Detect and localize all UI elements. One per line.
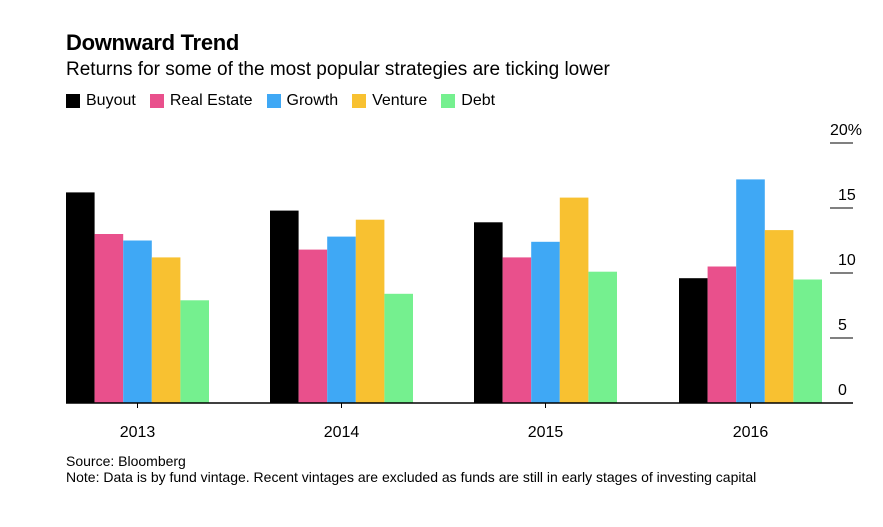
legend-label: Buyout — [86, 92, 136, 109]
legend-item-growth: Growth — [266, 92, 339, 110]
legend-label: Venture — [372, 92, 428, 109]
legend-swatch — [352, 94, 367, 108]
data-note: Note: Data is by fund vintage. Recent vi… — [66, 469, 757, 485]
legend-swatch — [266, 94, 281, 108]
legend-label: Growth — [286, 92, 339, 109]
bar-growth-2014 — [327, 236, 356, 403]
x-tick-label: 2013 — [120, 424, 156, 441]
legend-swatch — [149, 94, 164, 108]
bar-buyout-2015 — [474, 222, 503, 403]
legend-swatch — [441, 94, 456, 108]
bar-venture-2015 — [559, 197, 589, 403]
source-note: Source: Bloomberg — [66, 453, 186, 469]
bar-growth-2015 — [531, 241, 560, 403]
bar-real-estate-2016 — [707, 266, 737, 403]
chart-legend: Buyout Real Estate Growth Venture Debt — [66, 92, 509, 110]
bar-real-estate-2015 — [502, 257, 532, 403]
bar-real-estate-2013 — [94, 234, 124, 403]
bar-debt-2014 — [384, 293, 413, 403]
bar-venture-2014 — [355, 219, 385, 403]
bar-venture-2013 — [151, 257, 181, 403]
y-tick-label: 10 — [838, 252, 856, 269]
bar-buyout-2016 — [679, 278, 708, 403]
legend-label: Debt — [461, 92, 496, 109]
bar-venture-2016 — [764, 230, 794, 403]
chart-footer: Source: Bloomberg Note: Data is by fund … — [66, 453, 846, 485]
y-tick-label: 20% — [830, 122, 862, 139]
legend-item-venture: Venture — [352, 92, 427, 110]
legend-item-debt: Debt — [441, 92, 495, 110]
x-tick-label: 2015 — [528, 424, 564, 441]
bar-buyout-2014 — [270, 210, 299, 403]
bar-buyout-2013 — [66, 192, 95, 403]
x-tick-label: 2016 — [733, 424, 769, 441]
legend-item-buyout: Buyout — [66, 92, 136, 110]
bar-real-estate-2014 — [298, 249, 328, 403]
bar-growth-2013 — [123, 240, 152, 403]
legend-swatch — [66, 94, 80, 108]
y-tick-label: 0 — [838, 382, 847, 399]
y-tick-label: 15 — [838, 187, 856, 204]
x-tick-label: 2014 — [324, 424, 360, 441]
bar-debt-2013 — [180, 300, 209, 403]
legend-label: Real Estate — [169, 92, 253, 109]
bar-debt-2015 — [588, 271, 617, 403]
chart-title: Downward Trend — [66, 30, 240, 55]
chart-subtitle: Returns for some of the most popular str… — [66, 59, 610, 80]
bar-growth-2016 — [736, 179, 765, 403]
legend-item-real-estate: Real Estate — [149, 92, 253, 110]
bar-debt-2016 — [793, 279, 822, 403]
y-tick-label: 5 — [838, 317, 847, 334]
